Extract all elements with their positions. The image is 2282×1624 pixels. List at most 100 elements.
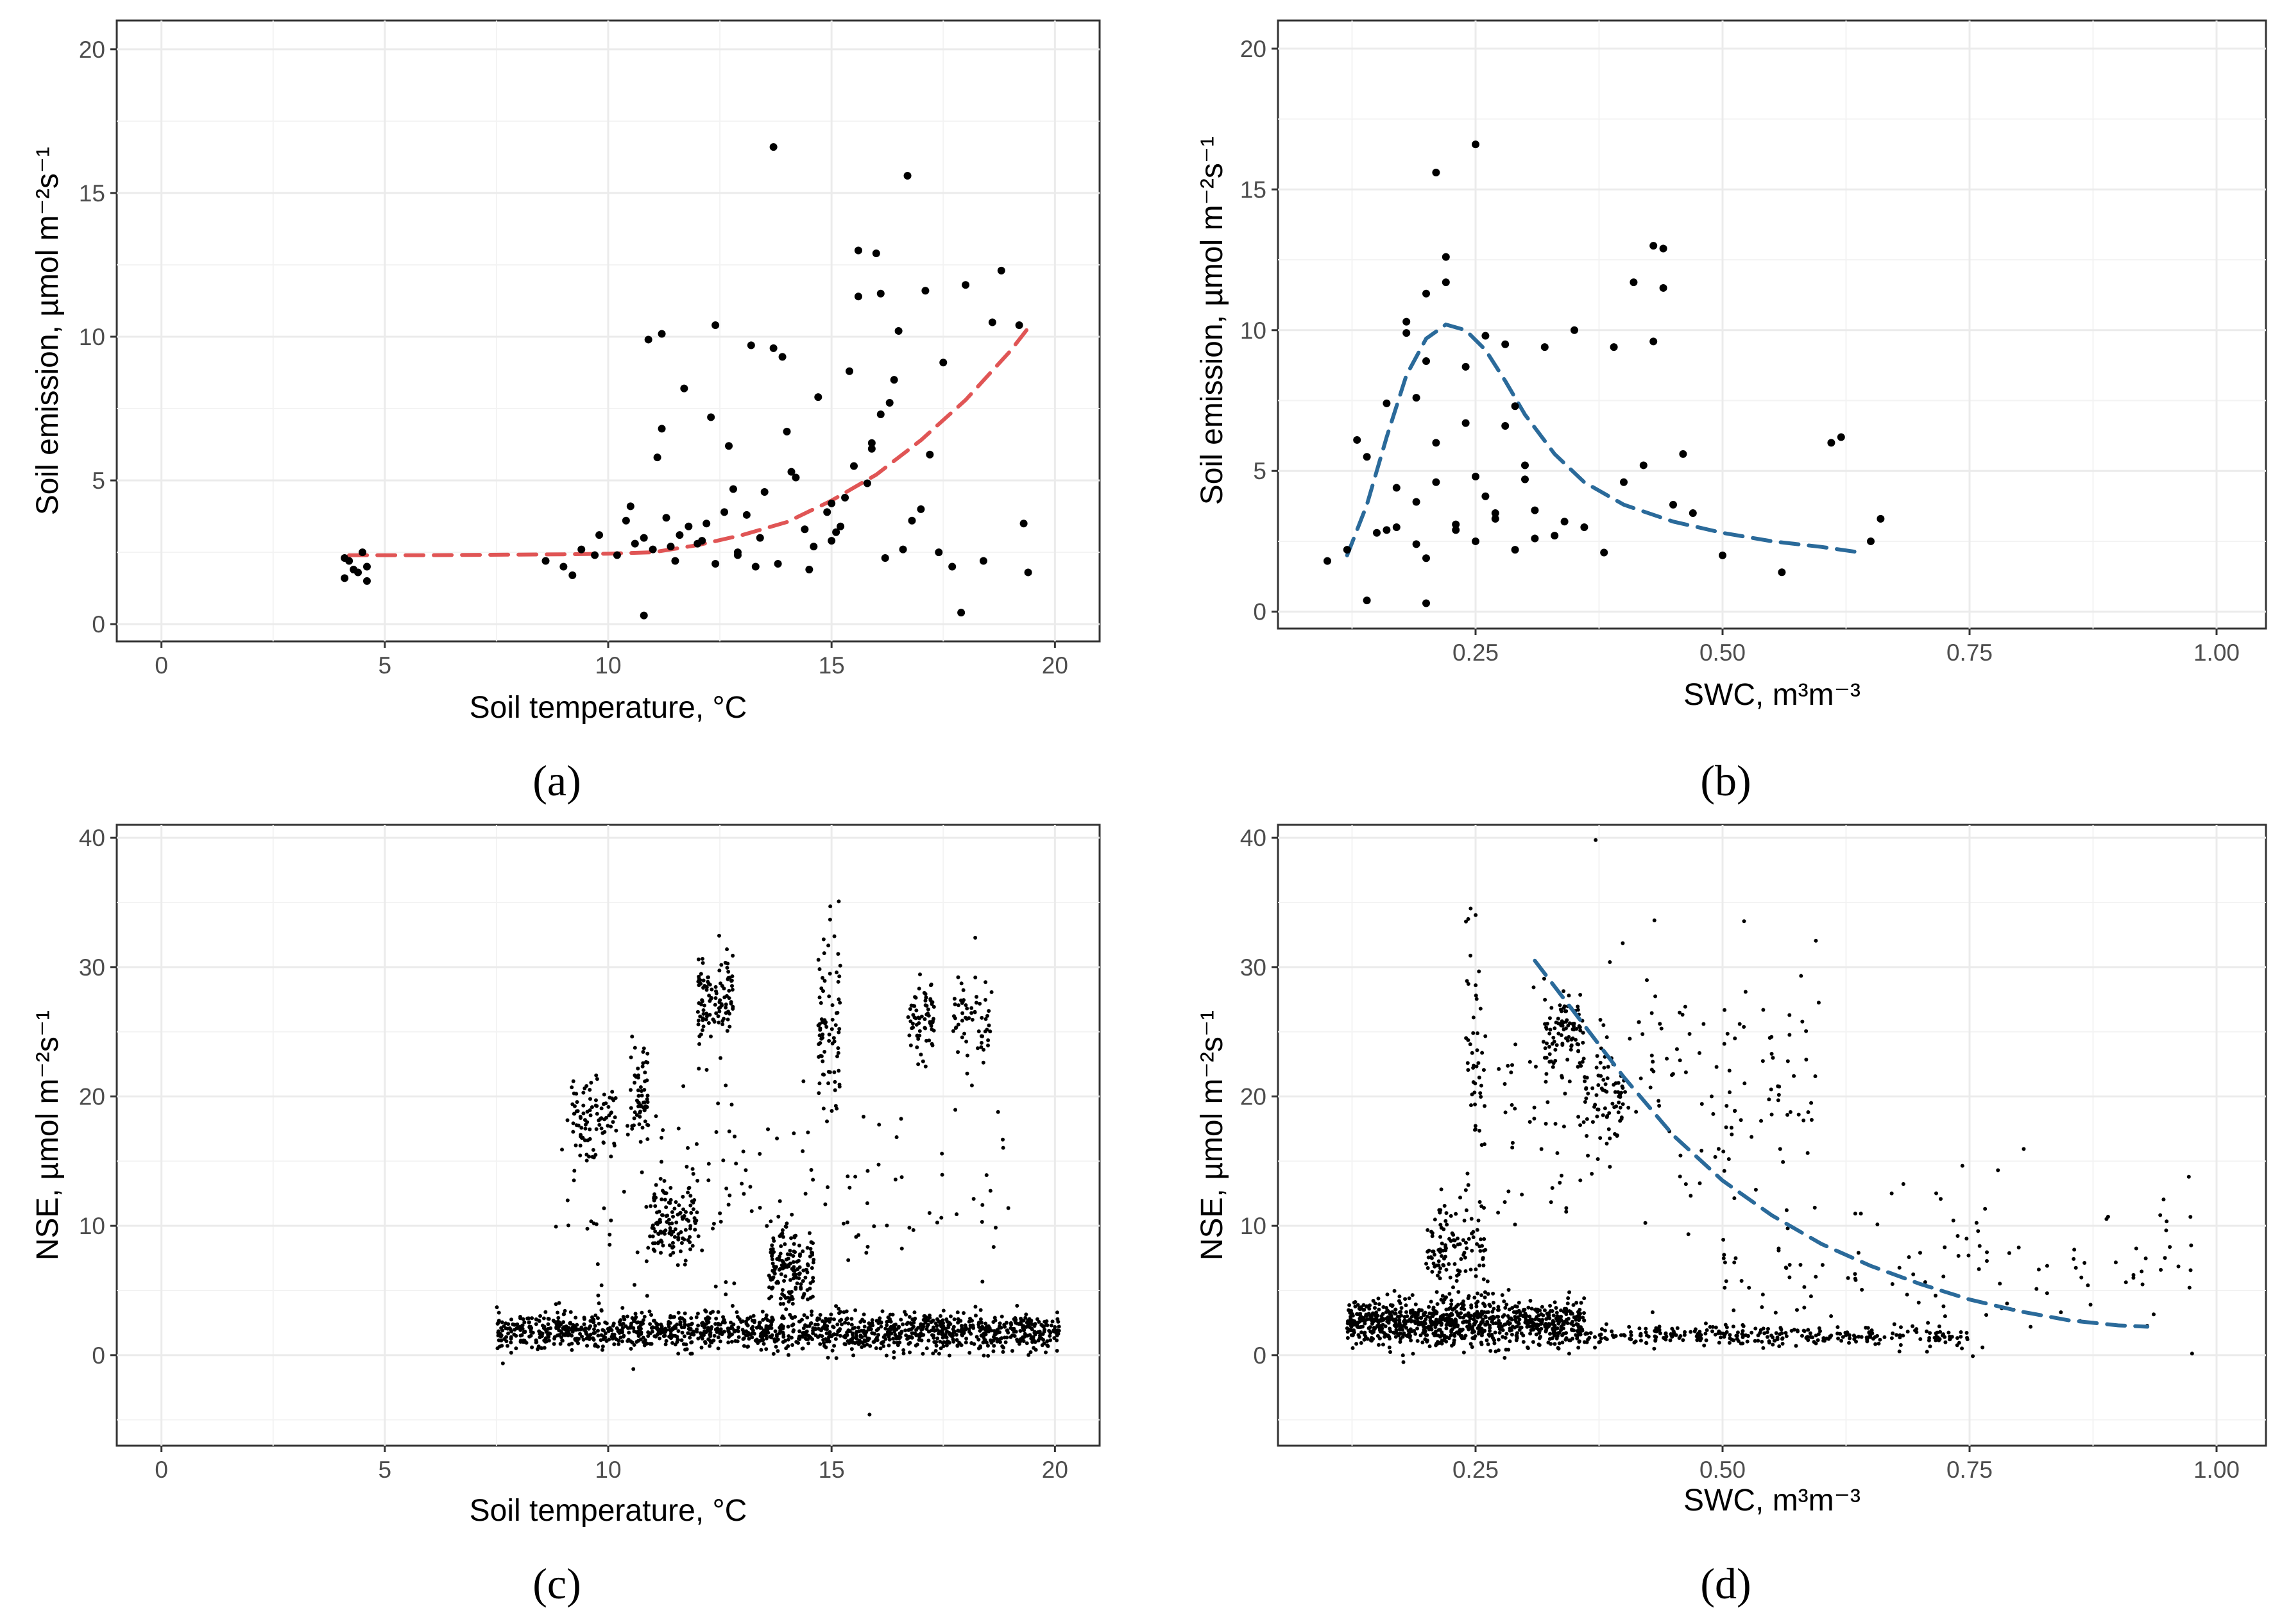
data-point	[828, 904, 833, 909]
data-point	[964, 1341, 968, 1345]
data-point	[701, 1323, 705, 1327]
data-point	[1540, 1305, 1544, 1309]
data-point	[1934, 1191, 1938, 1196]
data-point	[1462, 1319, 1467, 1324]
data-point	[796, 1258, 801, 1263]
data-point	[987, 1009, 991, 1013]
data-point	[979, 557, 987, 565]
data-point	[1806, 1110, 1810, 1114]
data-point	[561, 1332, 566, 1337]
data-point	[1580, 523, 1588, 531]
data-point	[953, 1002, 957, 1006]
data-point	[941, 1335, 945, 1340]
data-point	[631, 1367, 636, 1371]
data-point	[1777, 1344, 1782, 1348]
data-point	[786, 1337, 790, 1342]
data-point	[932, 1340, 937, 1344]
data-point	[1490, 1332, 1494, 1337]
data-point	[737, 1335, 741, 1339]
data-point	[772, 1264, 776, 1269]
data-point	[1605, 1035, 1609, 1040]
data-point	[660, 1197, 664, 1202]
data-point	[827, 994, 831, 999]
data-point	[1578, 1178, 1583, 1183]
data-point	[826, 943, 831, 948]
y-tick-label: 5	[1253, 458, 1266, 484]
data-point	[1531, 534, 1539, 543]
data-point	[604, 1339, 609, 1343]
data-point	[825, 1119, 830, 1124]
data-point	[1475, 1228, 1479, 1232]
data-point	[1019, 520, 1028, 528]
data-point	[651, 1325, 655, 1330]
data-point	[1562, 1310, 1566, 1314]
data-point	[835, 970, 839, 975]
data-point	[668, 1336, 673, 1341]
data-point	[1528, 1120, 1532, 1124]
data-point	[680, 384, 688, 393]
data-point	[951, 1333, 955, 1338]
data-point	[1608, 1165, 1612, 1169]
data-point	[1393, 1317, 1398, 1322]
data-point	[1608, 1136, 1612, 1140]
data-point	[565, 1118, 570, 1122]
data-point	[911, 1228, 915, 1232]
data-point	[893, 1177, 898, 1181]
data-point	[727, 996, 731, 1001]
data-point	[551, 1318, 556, 1323]
data-point	[1814, 938, 1818, 943]
data-point	[547, 1317, 551, 1321]
data-point	[652, 1197, 657, 1201]
data-point	[748, 1315, 753, 1319]
data-point	[837, 1030, 841, 1035]
data-point	[1444, 1326, 1449, 1331]
data-point	[736, 1325, 740, 1330]
data-point	[828, 1330, 832, 1335]
data-point	[865, 1244, 870, 1249]
data-point	[1594, 1065, 1599, 1070]
data-point	[750, 1335, 754, 1340]
data-point	[800, 1335, 805, 1339]
data-point	[667, 543, 675, 551]
data-point	[868, 1344, 873, 1348]
data-point	[758, 1320, 762, 1324]
data-point	[1442, 1333, 1446, 1338]
data-point	[830, 1041, 835, 1045]
data-point	[1628, 1036, 1632, 1041]
data-point	[899, 1117, 903, 1121]
data-point	[1412, 394, 1420, 402]
data-point	[1445, 1222, 1449, 1227]
data-point	[826, 1355, 830, 1360]
data-point	[640, 1126, 645, 1130]
data-point	[1402, 317, 1411, 326]
y-tick-label: 0	[92, 1342, 105, 1369]
data-point	[1603, 1082, 1608, 1087]
data-point	[711, 1310, 715, 1314]
data-point	[1871, 1337, 1875, 1341]
data-point	[876, 289, 885, 298]
data-point	[1458, 1315, 1462, 1319]
data-point	[592, 1320, 596, 1324]
data-point	[1515, 1305, 1519, 1309]
data-point	[648, 1234, 652, 1239]
data-point	[1586, 1091, 1590, 1095]
data-point	[706, 1178, 711, 1183]
data-point	[1467, 1314, 1471, 1319]
data-point	[1767, 1097, 1771, 1102]
data-point	[819, 1036, 824, 1040]
data-point	[1036, 1339, 1041, 1343]
data-point	[1492, 1338, 1496, 1342]
data-point	[583, 1326, 588, 1331]
data-point	[1549, 1006, 1554, 1010]
data-point	[1572, 1028, 1576, 1032]
data-point	[676, 1126, 681, 1131]
data-point	[538, 1314, 543, 1318]
data-point	[1481, 1257, 1485, 1262]
data-point	[793, 1250, 797, 1255]
data-point	[1491, 1321, 1495, 1326]
data-point	[776, 1214, 781, 1219]
data-point	[572, 1178, 576, 1183]
data-point	[1513, 1315, 1517, 1319]
data-point	[629, 1055, 633, 1060]
data-point	[783, 1242, 787, 1246]
